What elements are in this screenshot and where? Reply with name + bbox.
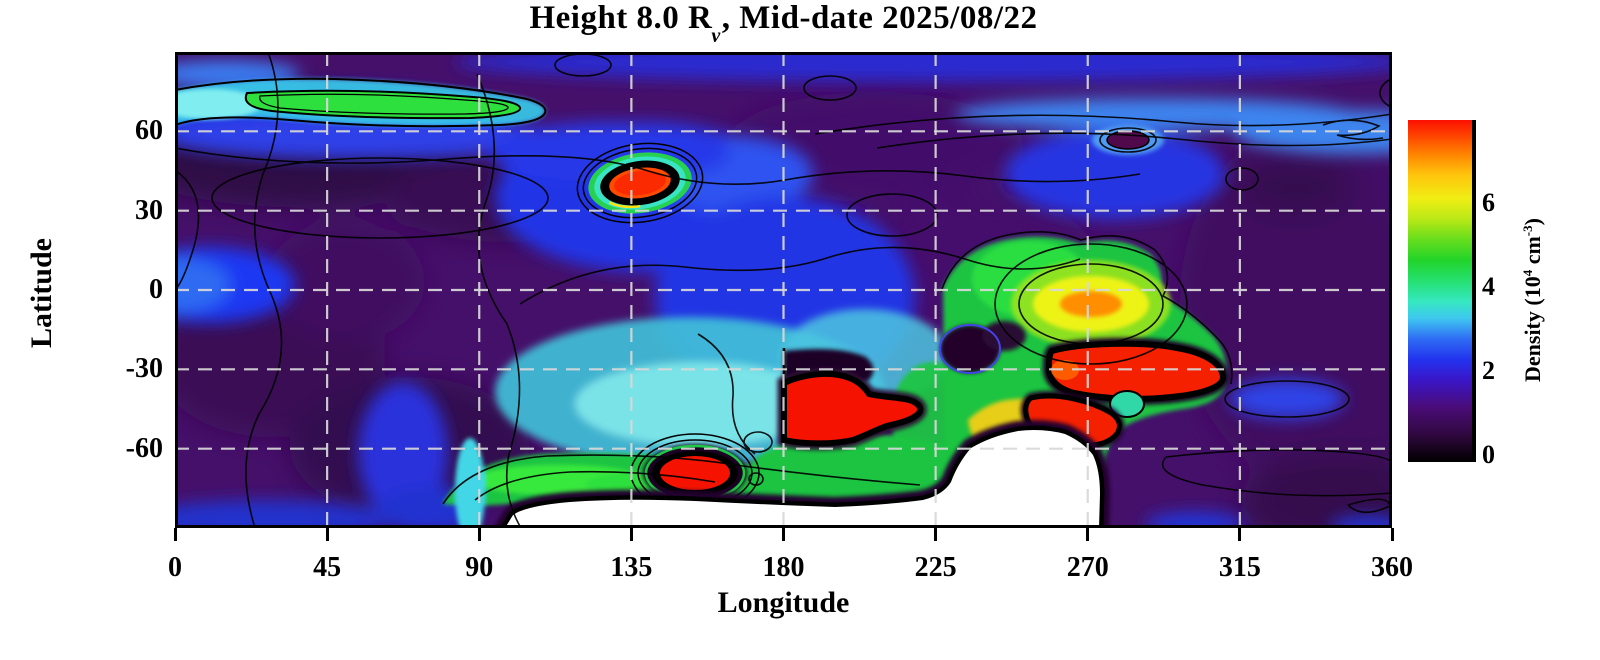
x-axis-tick [629, 528, 633, 541]
x-axis-title: Longitude [717, 586, 850, 619]
x-tick-label: 225 [914, 552, 957, 583]
x-axis-tick [1086, 528, 1090, 541]
x-axis-tick [934, 528, 938, 541]
x-axis-tick [173, 528, 177, 541]
chart-title-date: , Mid-date 2025/08/22 [721, 0, 1038, 36]
x-tick-label: 360 [1371, 552, 1413, 583]
contour-lines [175, 52, 1392, 528]
colorbar-tick-label: 2 [1482, 356, 1495, 385]
colorbar-title-unit-exponent: -3 [1519, 225, 1535, 237]
colorbar-tick-label: 0 [1482, 440, 1495, 469]
colorbar-tick-label: 4 [1482, 272, 1495, 301]
x-tick-label: 135 [610, 552, 653, 583]
x-tick-label: 90 [465, 552, 494, 583]
x-tick-label: 45 [313, 552, 342, 583]
red-arc-band [1020, 337, 1230, 451]
x-axis-tick [477, 528, 481, 541]
x-tick-label: 180 [762, 552, 805, 583]
x-tick-label: 270 [1066, 552, 1109, 583]
colorbar-gradient [1408, 120, 1476, 462]
colorbar-title-close: ) [1520, 218, 1546, 226]
plot-area [175, 52, 1392, 528]
chart-title-text: Height 8.0 R [529, 0, 713, 36]
no-data-region [493, 420, 1111, 528]
y-tick-label: 30 [135, 194, 163, 226]
y-tick-label: 0 [149, 274, 163, 305]
plot-border [175, 52, 1392, 528]
x-axis-tick [1390, 528, 1394, 541]
x-tick-label: 0 [168, 552, 182, 583]
y-tick-label: -60 [125, 432, 163, 464]
colorbar-title-unit: cm [1520, 236, 1546, 270]
heatmap-svg [175, 52, 1392, 528]
x-axis-tick [1238, 528, 1242, 541]
colorbar-tick-label: 6 [1482, 188, 1495, 217]
red-hotspot-north [576, 142, 704, 224]
polar-green-band [175, 77, 547, 128]
x-axis-tick [325, 528, 329, 541]
chart-title-subscript: v [711, 24, 721, 47]
x-tick-label: 315 [1218, 552, 1261, 583]
red-region-180 [777, 348, 927, 450]
y-tick-label: 60 [135, 115, 163, 147]
y-axis-title: Latitude [25, 238, 58, 349]
chart-title: Height 8.0 Rv, Mid-date 2025/08/22 [175, 0, 1392, 47]
y-tick-label: -30 [125, 353, 163, 385]
x-axis-tick [782, 528, 785, 541]
